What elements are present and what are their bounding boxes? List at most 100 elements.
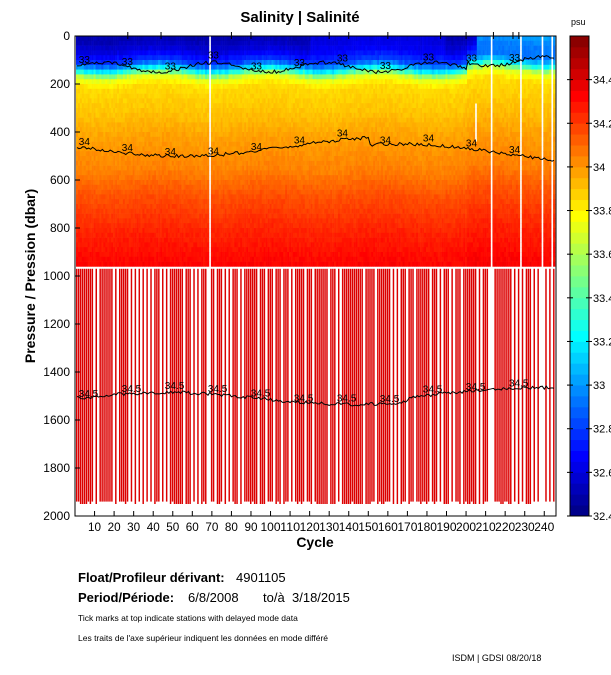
heatmap-cell — [220, 194, 223, 200]
heatmap-cell — [115, 156, 118, 162]
heatmap-cell — [238, 160, 241, 166]
heatmap-cell — [120, 40, 124, 46]
heatmap-cell — [93, 261, 96, 267]
heatmap-cell — [201, 88, 204, 94]
heatmap-cell — [134, 208, 137, 214]
heatmap-cell — [195, 84, 198, 90]
heatmap-cell — [191, 223, 194, 229]
heatmap-cell — [130, 98, 133, 104]
heatmap-cell — [126, 141, 130, 147]
heatmap-cell — [214, 55, 218, 61]
heatmap-cell — [85, 40, 89, 46]
heatmap-cell — [250, 261, 253, 267]
heatmap-cell — [269, 175, 272, 181]
heatmap-cell — [124, 69, 128, 75]
heatmap-cell — [195, 103, 198, 109]
heatmap-cell — [77, 252, 81, 258]
heatmap-cell — [242, 64, 245, 70]
heatmap-cell — [95, 194, 98, 200]
heatmap-cell — [251, 141, 255, 147]
heatmap-cell — [126, 55, 130, 61]
heatmap-cell — [120, 237, 124, 243]
heatmap-cell — [236, 151, 239, 157]
heatmap-cell — [91, 146, 94, 152]
heatmap-cell — [271, 141, 274, 147]
heatmap-cell — [130, 256, 133, 262]
heatmap-cell — [160, 208, 163, 214]
heatmap-cell — [183, 141, 186, 147]
heatmap-cell — [244, 84, 247, 90]
heatmap-cell — [95, 64, 98, 70]
heatmap-cell — [246, 122, 249, 128]
heatmap-cell — [146, 232, 149, 238]
heatmap-cell — [91, 247, 94, 253]
heatmap-cell — [144, 199, 147, 205]
heatmap-cell — [224, 108, 227, 114]
heatmap-cell — [103, 237, 106, 243]
heatmap-cell — [197, 136, 200, 142]
heatmap-cell — [169, 45, 173, 51]
heatmap-cell — [115, 223, 118, 229]
heatmap-cell — [101, 247, 104, 253]
heatmap-cell — [195, 218, 198, 224]
heatmap-cell — [140, 141, 143, 147]
heatmap-cell — [120, 223, 124, 229]
heatmap-cell — [173, 117, 176, 123]
heatmap-cell — [205, 136, 208, 142]
heatmap-cell — [160, 218, 163, 224]
heatmap-cell — [189, 194, 192, 200]
heatmap-cell — [97, 237, 100, 243]
heatmap-cell — [124, 256, 128, 262]
heatmap-cell — [83, 242, 87, 248]
heatmap-cell — [167, 74, 171, 80]
heatmap-cell — [181, 122, 184, 128]
heatmap-cell — [269, 247, 272, 253]
heatmap-cell — [259, 93, 263, 99]
heatmap-cell — [185, 247, 188, 253]
heatmap-cell — [165, 93, 169, 99]
heatmap-cell — [75, 160, 79, 166]
heatmap-cell — [259, 112, 263, 118]
heatmap-cell — [79, 136, 83, 142]
heatmap-cell — [246, 208, 249, 214]
heatmap-cell — [201, 184, 204, 190]
heatmap-cell — [218, 79, 221, 85]
heatmap-cell — [191, 228, 194, 234]
heatmap-cell — [271, 117, 274, 123]
heatmap-cell — [93, 122, 96, 128]
heatmap-cell — [222, 232, 225, 238]
heatmap-cell — [195, 136, 198, 142]
heatmap-cell — [83, 252, 87, 258]
heatmap-cell — [267, 237, 270, 243]
heatmap-cell — [269, 40, 272, 46]
heatmap-cell — [210, 228, 214, 234]
heatmap-cell — [95, 108, 98, 114]
heatmap-cell — [210, 79, 214, 85]
heatmap-cell — [144, 55, 147, 61]
heatmap-cell — [277, 122, 280, 128]
heatmap-cell — [154, 84, 157, 90]
heatmap-cell — [185, 184, 188, 190]
heatmap-cell — [130, 180, 133, 186]
heatmap-cell — [234, 261, 237, 267]
heatmap-cell — [244, 204, 247, 210]
heatmap-cell — [210, 36, 214, 42]
heatmap-cell — [175, 189, 178, 195]
heatmap-cell — [238, 184, 241, 190]
heatmap-cell — [230, 60, 233, 66]
heatmap-cell — [255, 184, 259, 190]
heatmap-cell — [85, 213, 89, 219]
heatmap-cell — [269, 189, 272, 195]
heatmap-cell — [197, 45, 200, 51]
heatmap-cell — [189, 45, 192, 51]
heatmap-cell — [253, 93, 257, 99]
heatmap-cell — [115, 136, 118, 142]
heatmap-cell — [177, 79, 180, 85]
heatmap-cell — [205, 88, 208, 94]
heatmap-cell — [81, 112, 85, 118]
heatmap-cell — [113, 156, 116, 162]
heatmap-cell — [99, 40, 102, 46]
heatmap-cell — [275, 127, 278, 133]
heatmap-cell — [251, 156, 255, 162]
heatmap-cell — [173, 180, 176, 186]
